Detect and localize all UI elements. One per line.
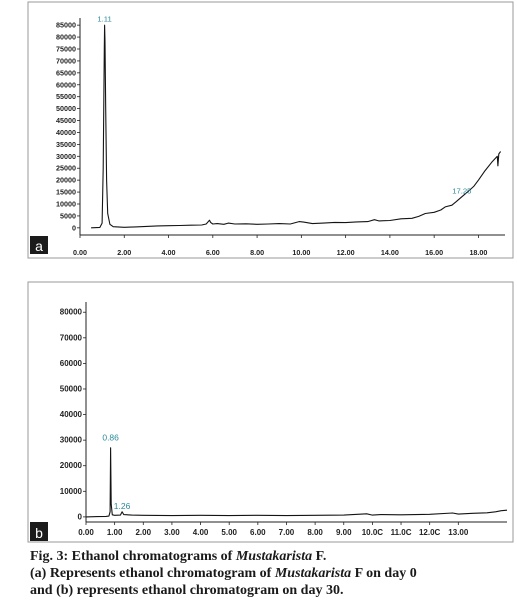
y-tick-label: 65000 bbox=[56, 68, 76, 77]
panel-label-box bbox=[30, 236, 48, 254]
peak-label: 17.25 bbox=[452, 186, 471, 195]
y-tick-label: 50000 bbox=[56, 104, 76, 113]
panel-a: 0 5000 10000 15000 20000 25000 30000 35000 40000… bbox=[27, 1, 514, 259]
x-tick-label: 7.00 bbox=[279, 528, 295, 537]
x-tick-label: 6.00 bbox=[206, 248, 220, 257]
panel-b-frame bbox=[27, 281, 514, 543]
x-tick-label: 2.00 bbox=[135, 528, 151, 537]
panel-b: 0 10000 20000 30000 40000 50000 60000 70000 8000… bbox=[27, 281, 514, 543]
y-tick-label: 15000 bbox=[56, 188, 76, 197]
x-tick-label: 10.00 bbox=[292, 248, 310, 257]
x-tick-label: 3.00 bbox=[164, 528, 180, 537]
caption-line-2-suffix: F on day 0 bbox=[351, 566, 417, 581]
y-tick-label: 80000 bbox=[60, 308, 83, 317]
caption-line-3: and (b) represents ethanol chromatogram … bbox=[30, 583, 344, 598]
y-tick-label: 10000 bbox=[56, 200, 76, 209]
x-tick-label: 10.0C bbox=[362, 528, 384, 537]
peak-label: 1.26 bbox=[114, 501, 131, 511]
caption-line-2-prefix: (a) Represents ethanol chromatogram of bbox=[30, 566, 275, 581]
panel-a-frame bbox=[27, 1, 514, 259]
y-tick-label: 75000 bbox=[56, 45, 76, 54]
y-tick-label: 0 bbox=[72, 223, 76, 232]
peak-label: 0.86 bbox=[102, 433, 119, 443]
chromatogram-trace bbox=[85, 447, 508, 518]
y-tick-label: 20000 bbox=[60, 461, 83, 470]
panel-label-box bbox=[30, 522, 48, 541]
y-tick-label: 60000 bbox=[56, 80, 76, 89]
caption-line-1: Fig. 3: Ethanol chromatograms of Mustaka… bbox=[30, 548, 515, 565]
y-tick-label: 40000 bbox=[56, 128, 76, 137]
caption-line-1-suffix: F. bbox=[312, 549, 327, 564]
y-tick-label: 70000 bbox=[56, 56, 76, 65]
caption-line-1-italic: Mustakarista bbox=[235, 549, 313, 564]
x-tick-label: 18.00 bbox=[469, 248, 487, 257]
x-tick-label: 0.00 bbox=[73, 248, 87, 257]
caption-line-2: (a) Represents ethanol chromatogram of M… bbox=[30, 565, 515, 582]
x-tick-label: 13.00 bbox=[448, 528, 469, 537]
x-tick-label: 4.00 bbox=[193, 528, 209, 537]
y-tick-label: 55000 bbox=[56, 92, 76, 101]
x-tick-label: 12.0C bbox=[419, 528, 441, 537]
x-tick-label: 5.00 bbox=[221, 528, 237, 537]
panel-label: a bbox=[35, 238, 43, 254]
y-tick-label: 10000 bbox=[60, 487, 83, 496]
x-tick-label: 9.00 bbox=[336, 528, 352, 537]
y-tick-label: 5000 bbox=[60, 211, 76, 220]
x-tick-label: 8.00 bbox=[307, 528, 323, 537]
x-tick-label: 4.00 bbox=[162, 248, 176, 257]
y-tick-label: 25000 bbox=[56, 164, 76, 173]
y-tick-label: 50000 bbox=[60, 384, 83, 393]
x-tick-label: 16.00 bbox=[425, 248, 443, 257]
x-tick-label: 2.00 bbox=[117, 248, 131, 257]
y-tick-label: 40000 bbox=[60, 410, 83, 419]
y-tick-label: 20000 bbox=[56, 176, 76, 185]
caption-line-2-italic: Mustakarista bbox=[274, 566, 352, 581]
y-tick-label: 80000 bbox=[56, 33, 76, 42]
y-tick-label: 60000 bbox=[60, 359, 83, 368]
caption-line-1-prefix: Fig. 3: Ethanol chromatograms of bbox=[30, 549, 236, 564]
y-tick-label: 70000 bbox=[60, 333, 83, 342]
chromatogram-trace bbox=[91, 24, 502, 229]
y-tick-label: 45000 bbox=[56, 116, 76, 125]
x-tick-label: 11.0C bbox=[391, 528, 412, 537]
x-tick-label: 12.00 bbox=[337, 248, 355, 257]
x-tick-label: 8.00 bbox=[250, 248, 264, 257]
y-tick-label: 35000 bbox=[56, 140, 76, 149]
peak-label: 1.11 bbox=[97, 15, 111, 24]
panel-label: b bbox=[35, 525, 43, 541]
y-tick-label: 30000 bbox=[60, 436, 83, 445]
x-tick-label: 14.00 bbox=[381, 248, 399, 257]
figure-caption: Fig. 3: Ethanol chromatograms of Mustaka… bbox=[30, 548, 515, 599]
x-tick-label: 1.00 bbox=[107, 528, 123, 537]
y-tick-label: 85000 bbox=[56, 21, 76, 30]
x-tick-label: 0.00 bbox=[78, 528, 94, 537]
x-tick-label: 6.00 bbox=[250, 528, 266, 537]
y-tick-label: 30000 bbox=[56, 152, 76, 161]
chromatogram-figure: 0 5000 10000 15000 20000 25000 30000 35000 40000… bbox=[27, 1, 514, 543]
y-tick-label: 0 bbox=[78, 512, 83, 521]
